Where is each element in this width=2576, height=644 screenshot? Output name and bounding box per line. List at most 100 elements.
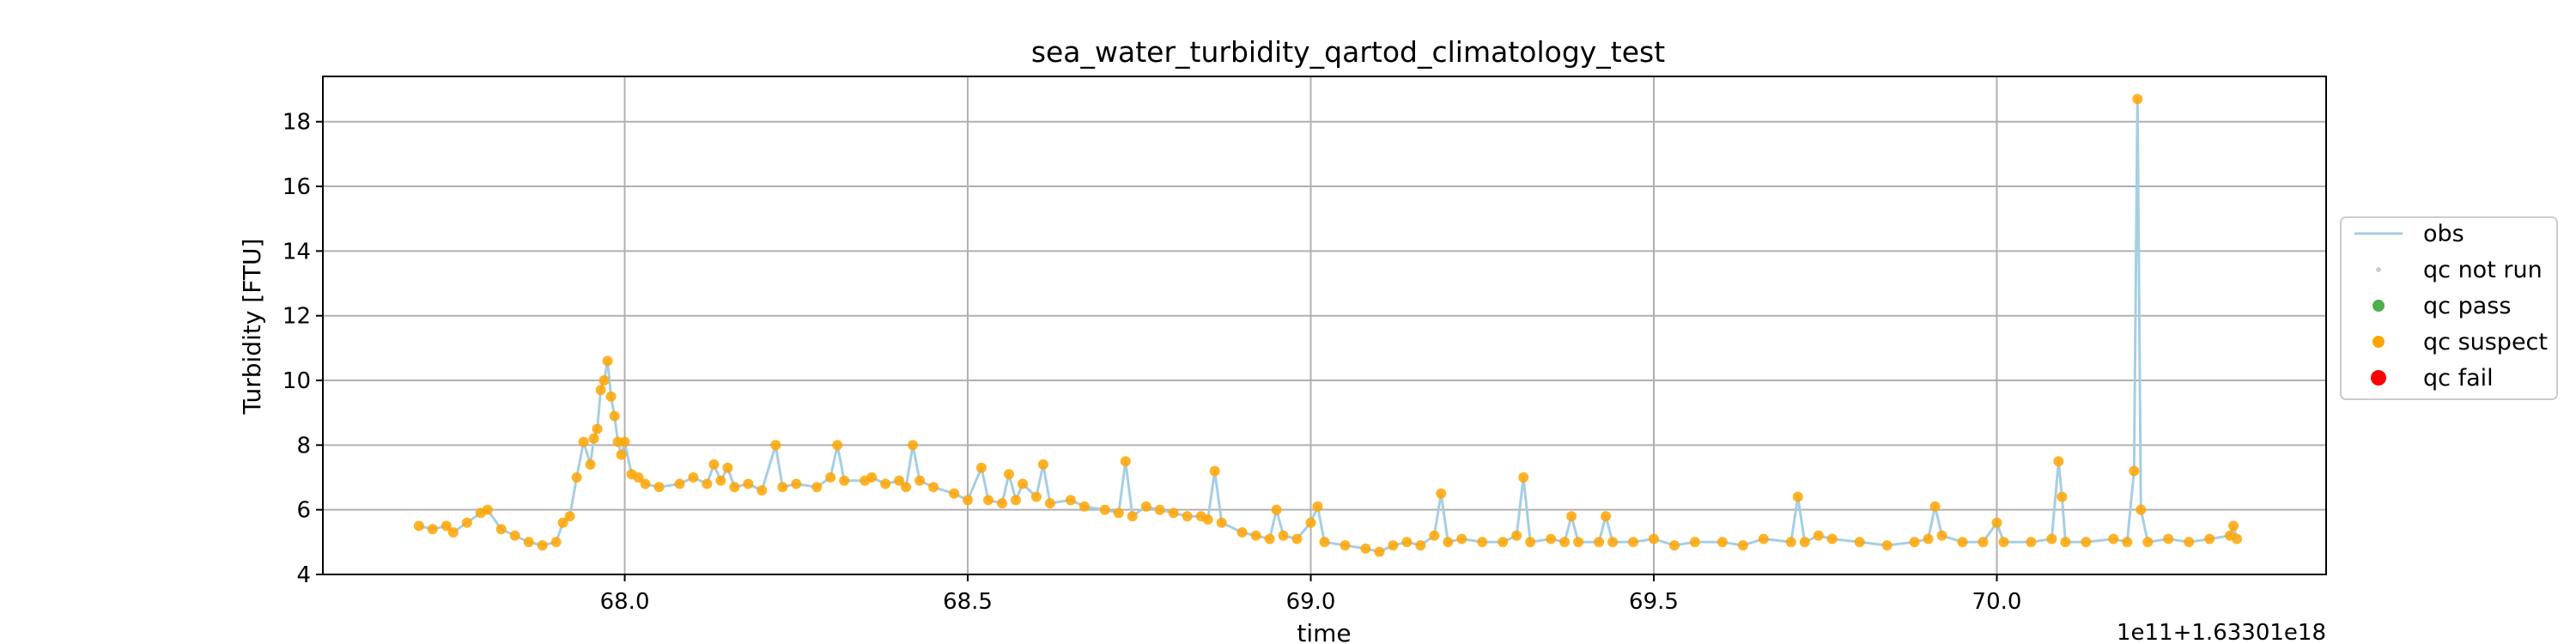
qc-suspect-point (1758, 533, 1769, 544)
qc-suspect-point (598, 375, 610, 386)
plot-series (413, 94, 2243, 557)
qc-suspect-point (1340, 540, 1351, 551)
qc-suspect-point (1011, 495, 1021, 506)
qc-suspect-point (1929, 501, 1941, 512)
qc-suspect-point (1443, 537, 1454, 548)
qc-suspect-point (2129, 465, 2140, 477)
y-tick-label: 12 (283, 304, 311, 330)
qc-suspect-point (1250, 530, 1261, 541)
legend-label-qc-not-run: qc not run (2423, 257, 2543, 283)
qc-suspect-point (1607, 537, 1619, 548)
qc-suspect-point (866, 472, 878, 483)
qc-suspect-point (1140, 501, 1151, 512)
qc-suspect-point (1271, 504, 1282, 515)
qc-suspect-point (1518, 472, 1529, 483)
qc-suspect-point (1202, 514, 1213, 525)
qc-suspect-point (605, 391, 617, 402)
qc-suspect-point (1030, 491, 1042, 502)
qc-suspect-point (1601, 511, 1612, 522)
legend-swatch-qc-suspect (2372, 336, 2385, 348)
qc-suspect-point (1305, 517, 1316, 528)
qc-suspect-point (1785, 537, 1796, 548)
qc-suspect-point (1236, 527, 1248, 538)
qc-suspect-point (1716, 537, 1728, 548)
qc-suspect-point (509, 530, 520, 541)
qc-suspect-point (557, 517, 568, 528)
qc-suspect-point (1429, 530, 1440, 541)
legend-label-qc-suspect: qc suspect (2423, 329, 2548, 355)
qc-suspect-point (1737, 540, 1748, 551)
qc-suspect-point (914, 475, 926, 486)
qc-suspect-point (1154, 504, 1165, 515)
y-axis-label: Turbidity [FTU] (238, 239, 266, 416)
legend-label-obs: obs (2423, 221, 2464, 247)
qc-suspect-point (537, 540, 548, 551)
qc-suspect-point (2057, 491, 2068, 502)
qc-suspect-point (825, 472, 836, 483)
qc-suspect-point (702, 478, 713, 489)
qc-suspect-point (2122, 537, 2133, 548)
qc-suspect-point (1415, 540, 1426, 551)
qc-suspect-point (963, 495, 973, 506)
qc-suspect-point (2060, 537, 2071, 548)
qc-suspect-point (908, 440, 919, 451)
qc-suspect-point (1854, 537, 1865, 548)
x-tick-label: 68.0 (600, 589, 650, 615)
qc-suspect-point (495, 524, 507, 535)
qc-suspect-point (880, 478, 891, 489)
x-axis-label: time (1297, 619, 1351, 644)
qc-suspect-point (2053, 456, 2064, 467)
qc-suspect-point (564, 511, 575, 522)
qc-suspect-point (1078, 501, 1090, 512)
legend-swatch-qc-pass (2372, 300, 2385, 312)
legend-swatch-qc-not-run (2376, 267, 2381, 272)
qc-suspect-point (1991, 517, 2002, 528)
x-tick-label: 68.5 (943, 589, 993, 615)
qc-suspect-point (1792, 491, 1803, 502)
qc-suspect-point (1594, 537, 1605, 548)
qc-suspect-point (1566, 511, 1577, 522)
qc-suspect-point (1374, 546, 1385, 557)
qc-suspect-point (1291, 533, 1303, 544)
qc-suspect-point (770, 440, 781, 451)
qc-suspect-point (1477, 537, 1488, 548)
qc-suspect-point (1799, 537, 1810, 548)
qc-suspect-point (633, 472, 644, 483)
x-axis-offset-label: 1e11+1.63301e18 (2117, 620, 2326, 644)
qc-suspect-point (1669, 540, 1680, 551)
qc-suspect-point (983, 495, 993, 506)
qc-suspect-point (461, 517, 472, 528)
qc-suspect-point (1264, 533, 1275, 544)
qc-suspect-point (2081, 537, 2092, 548)
qc-suspect-point (2204, 533, 2215, 544)
qc-suspect-point (1498, 537, 1509, 548)
qc-suspect-point (1099, 504, 1110, 515)
y-tick-label: 10 (283, 368, 311, 394)
qc-suspect-point (1998, 537, 2009, 548)
legend-swatch-qc-fail (2371, 370, 2386, 386)
x-tick-label: 69.5 (1629, 589, 1679, 615)
qc-suspect-point (2232, 533, 2243, 544)
qc-suspect-point (688, 472, 699, 483)
qc-suspect-point (1923, 533, 1934, 544)
qc-suspect-point (653, 482, 665, 493)
qc-suspect-point (2142, 537, 2154, 548)
qc-suspect-point (2026, 537, 2037, 548)
qc-suspect-point (1388, 540, 1399, 551)
qc-suspect-point (976, 462, 987, 473)
qc-suspect-point (1312, 501, 1323, 512)
qc-suspect-point (756, 485, 768, 496)
qc-suspect-point (1957, 537, 1968, 548)
qc-suspect-point (2228, 520, 2239, 532)
qc-suspect-point (894, 475, 905, 486)
qc-suspect-point (2108, 533, 2119, 544)
qc-suspect-point (1120, 456, 1131, 467)
qc-suspect-point (674, 478, 685, 489)
qc-suspect-point (715, 475, 726, 486)
qc-suspect-point (1546, 533, 1557, 544)
qc-suspect-point (616, 449, 627, 460)
qc-suspect-point (928, 482, 939, 493)
chart-title: sea_water_turbidity_qartod_climatology_t… (1031, 35, 1665, 69)
